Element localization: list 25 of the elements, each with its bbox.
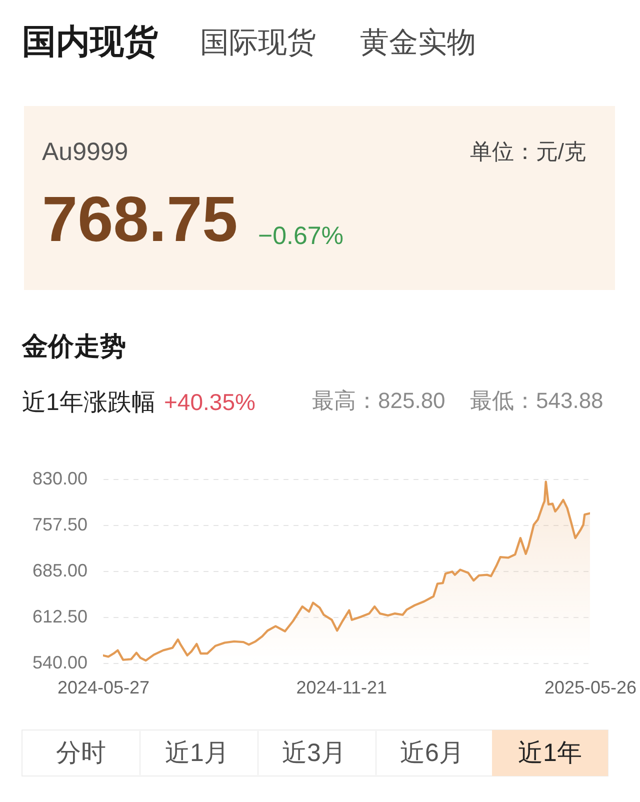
text: 768.75: [42, 183, 238, 255]
text: 最高：825.80: [312, 388, 446, 413]
y-tick-label: 612.50: [32, 606, 88, 626]
text: 近1年: [518, 739, 582, 767]
x-tick-label: 2024-05-27: [57, 678, 150, 698]
text: 近1月: [165, 739, 229, 767]
text: 国际现货: [200, 27, 316, 59]
text: 近3月: [282, 739, 346, 767]
text: Au9999: [42, 138, 128, 166]
text: 最低：543.88: [470, 388, 604, 413]
text: +40.35%: [164, 389, 256, 415]
x-tick-label: 2025-05-26: [544, 678, 637, 698]
x-tick-label: 2024-11-21: [296, 678, 388, 698]
chart-title: 金价走势: [21, 331, 126, 361]
text: 分时: [56, 739, 106, 767]
y-tick-label: 685.00: [32, 560, 88, 580]
text: 单位：元/克: [470, 139, 586, 164]
text: 近6月: [400, 739, 464, 767]
y-tick-label: 757.50: [32, 514, 88, 534]
y-tick-label: 830.00: [32, 468, 88, 488]
y-tick-label: 540.00: [32, 652, 88, 672]
text: 国内现货: [22, 23, 158, 61]
text: −0.67%: [258, 222, 344, 250]
text: 近1年涨跌幅: [22, 389, 156, 416]
text: 黄金实物: [360, 27, 476, 59]
